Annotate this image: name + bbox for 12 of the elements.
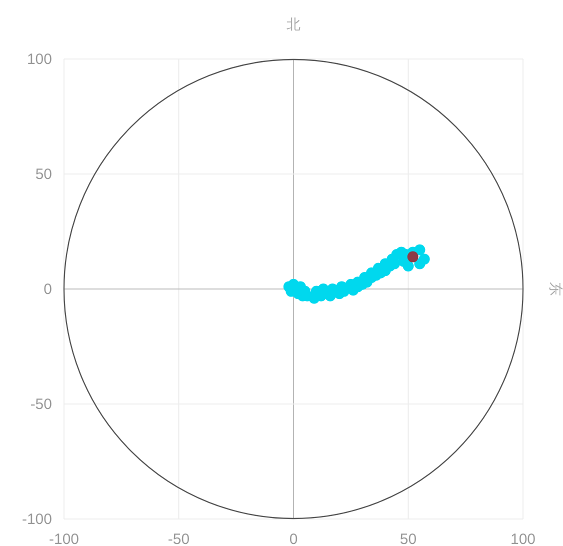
- x-tick-label: 0: [289, 531, 298, 546]
- y-tick-label: 0: [44, 281, 52, 298]
- x-tick-label: 50: [400, 531, 417, 546]
- y-tick-label: -50: [30, 396, 52, 413]
- y-tick-label: 100: [26, 51, 52, 68]
- y-axis-title: 北: [286, 16, 300, 32]
- y-tick-label: -100: [22, 511, 52, 528]
- y-tick-label: 50: [35, 166, 52, 183]
- x-tick-label: -100: [48, 531, 80, 546]
- text: 东: [548, 282, 563, 296]
- x-tick-label: 100: [510, 531, 536, 546]
- x-tick-label: -50: [168, 531, 190, 546]
